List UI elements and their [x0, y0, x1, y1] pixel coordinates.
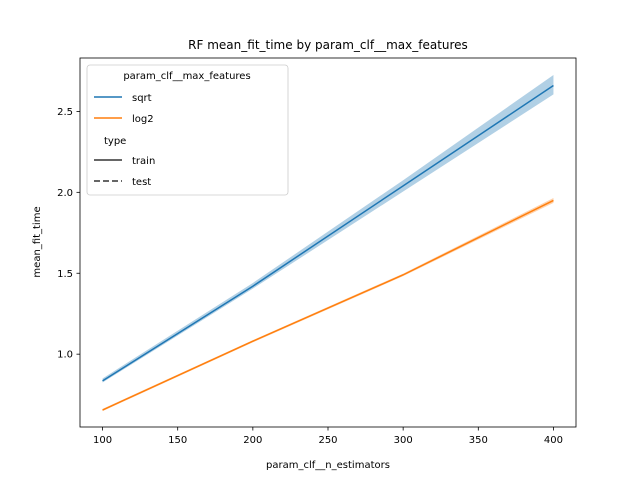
legend-style-title: type: [104, 136, 126, 147]
legend-label-train: train: [132, 156, 155, 167]
legend-label-test: test: [132, 177, 151, 188]
legend-hue-title: param_clf__max_features: [123, 71, 250, 82]
x-axis-label: param_clf__n_estimators: [266, 460, 390, 471]
x-tick-label: 250: [318, 435, 337, 446]
legend-label-sqrt: sqrt: [132, 93, 152, 104]
x-tick-label: 150: [168, 435, 187, 446]
y-axis-ticks: 1.0 1.5 2.0 2.5: [57, 107, 80, 361]
series-lines: [102, 84, 554, 411]
legend: param_clf__max_features sqrt log2 type t…: [86, 64, 289, 196]
x-tick-label: 200: [243, 435, 262, 446]
x-tick-label: 300: [394, 435, 413, 446]
legend-label-log2: log2: [132, 114, 154, 125]
series-line-sqrt: [102, 84, 554, 382]
series-line-log2: [102, 199, 554, 411]
x-tick-label: 350: [469, 435, 488, 446]
y-tick-label: 1.0: [57, 350, 73, 361]
y-tick-label: 2.0: [57, 188, 73, 199]
x-tick-label: 400: [544, 435, 563, 446]
legend-box: [86, 64, 289, 196]
y-axis-label: mean_fit_time: [32, 206, 43, 277]
y-tick-label: 2.5: [57, 107, 73, 118]
x-axis-ticks: 100 150 200 250 300 350 400: [93, 427, 563, 446]
y-tick-label: 1.5: [57, 269, 73, 280]
x-tick-label: 100: [93, 435, 112, 446]
chart-title: RF mean_fit_time by param_clf__max_featu…: [188, 38, 468, 52]
